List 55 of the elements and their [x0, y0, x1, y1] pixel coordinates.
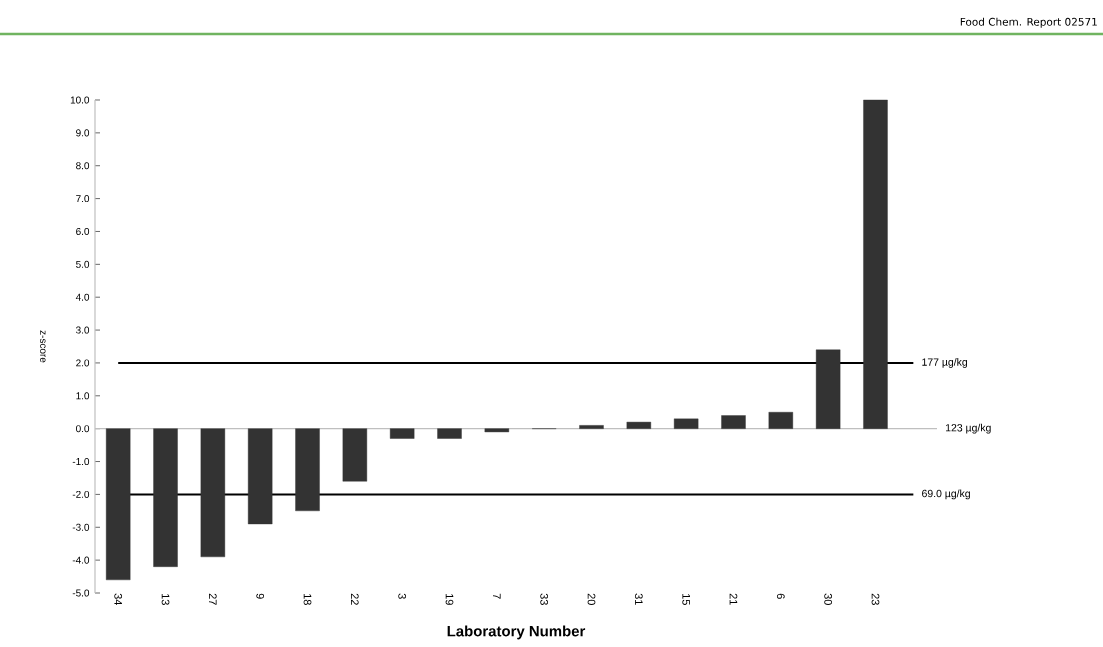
y-axis-title: z-score [40, 330, 46, 363]
x-tick-label: 13 [161, 594, 170, 605]
y-tick-label: -1.0 [72, 458, 90, 466]
x-tick-label: 31 [634, 593, 643, 605]
bar [815, 349, 841, 429]
bar [579, 425, 604, 429]
y-tick-label: -4.0 [72, 556, 90, 564]
y-tick-label: 2.0 [76, 359, 90, 367]
x-tick-label: 22 [351, 593, 359, 605]
y-tick-label: 6.0 [76, 227, 90, 235]
x-tick-label: 9 [256, 593, 265, 599]
x-tick-label: 33 [540, 593, 549, 605]
y-tick-label: 0.0 [76, 425, 90, 433]
ref-line-label: 123 µg/kg [946, 423, 991, 434]
x-tick-label: 19 [445, 594, 454, 605]
bar [768, 412, 794, 429]
x-tick-label: 18 [303, 594, 312, 605]
ref-line-label: 69.0 µg/kg [922, 489, 970, 500]
x-tick-label: 30 [824, 593, 833, 605]
bar [484, 428, 510, 433]
x-tick-label: 27 [209, 593, 217, 605]
bar [863, 99, 888, 429]
ref-line-label: 177 µg/kg [922, 358, 968, 368]
y-tick-label: 9.0 [76, 129, 90, 137]
bar [295, 428, 320, 512]
x-tick-label: 20 [587, 593, 596, 605]
y-tick-label: 4.0 [75, 293, 90, 301]
bar [673, 418, 699, 429]
y-tick-label: 1.0 [76, 392, 90, 400]
x-tick-label: 23 [871, 593, 880, 605]
bar [247, 428, 273, 525]
y-tick-label: 3.0 [76, 326, 90, 334]
bar [437, 428, 462, 439]
y-tick-label: -3.0 [72, 523, 90, 531]
bar [342, 428, 368, 482]
y-tick-label: 8.0 [76, 162, 90, 170]
x-tick-label: 34 [114, 593, 123, 606]
bar [389, 428, 415, 439]
text: Food Chem. Report 02571 [960, 17, 1097, 28]
y-tick-label: -5.0 [72, 589, 90, 597]
x-tick-label: 15 [682, 594, 690, 605]
x-axis-title: Laboratory Number [447, 625, 586, 640]
bar [153, 428, 178, 567]
y-tick-label: 10.0 [70, 96, 90, 104]
bar [626, 421, 652, 429]
y-tick-label: -2.0 [72, 490, 90, 498]
bar [200, 428, 226, 558]
y-tick-label: 5.0 [76, 260, 90, 268]
x-tick-label: 3 [398, 593, 407, 599]
y-tick-label: 7.0 [76, 195, 90, 203]
bar [105, 428, 131, 581]
x-tick-label: 6 [776, 593, 785, 599]
bar [721, 415, 746, 429]
x-tick-label: 21 [729, 593, 738, 605]
x-tick-label: 7 [493, 593, 501, 599]
